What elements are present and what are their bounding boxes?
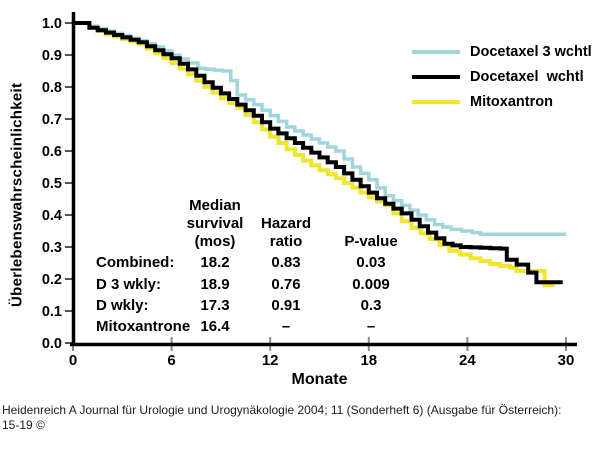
cell-p: 0.009: [352, 276, 390, 293]
cell-median: 16.4: [200, 318, 230, 335]
cell-p: –: [366, 318, 376, 335]
cell-median: 18.2: [200, 254, 230, 271]
y-axis-label: Überlebenswahrscheinlichkeit: [8, 82, 26, 308]
kaplan-meier-plot: 0.0 0.1 0.2 0.3 0.4 0.5 0.6 0.7 0.8 0.9 1.0 0 6 12 18 2…: [42, 12, 577, 369]
y-tick-label: 1.0: [42, 16, 62, 32]
row-label-mitoxantrone: Mitoxantrone: [96, 318, 191, 335]
cell-median: 18.9: [200, 276, 230, 293]
series-line-docetaxel-wchtl: [73, 21, 563, 285]
cell-hazard: 0.91: [271, 297, 301, 314]
cell-p: 0.3: [360, 297, 382, 314]
row-label-combined: Combined:: [96, 254, 175, 271]
cell-hazard: 0.83: [271, 254, 301, 271]
legend-item-docetaxel-wchtl: Docetaxel wchtl: [412, 68, 584, 86]
legend-line-black-icon: [412, 75, 460, 79]
legend-label: Docetaxel 3 wchtl: [470, 44, 592, 60]
y-tick-label: 0.7: [42, 112, 62, 128]
cell-median: 17.3: [200, 297, 230, 314]
y-tick-label: 0.5: [42, 176, 62, 192]
legend-line-cyan-icon: [412, 50, 460, 54]
legend-item-mitoxantron: Mitoxantron: [412, 93, 553, 111]
table-header-hazard-ratio: Hazard ratio: [260, 215, 312, 250]
y-tick-label: 0.1: [42, 304, 62, 320]
legend-label: Docetaxel wchtl: [470, 69, 584, 85]
legend-label: Mitoxantron: [470, 94, 553, 110]
citation-text: Heidenreich A Journal für Urologie und U…: [2, 403, 562, 432]
x-tick-label: 30: [558, 352, 575, 369]
y-tick-label: 0.3: [42, 240, 62, 256]
cell-hazard: –: [281, 318, 291, 335]
legend-line-yellow-icon: [412, 100, 460, 104]
y-tick-label: 0.2: [42, 272, 62, 288]
cell-hazard: 0.76: [271, 276, 301, 293]
y-tick-label: 0.8: [42, 80, 62, 96]
x-tick-label: 18: [360, 352, 377, 369]
y-tick-label: 0.0: [42, 336, 62, 352]
legend-item-docetaxel-3wchtl: Docetaxel 3 wchtl: [412, 43, 592, 61]
table-header-p-value: P-value: [344, 233, 398, 250]
table-header-median-survival: Median survival (mos): [186, 197, 244, 250]
x-tick-label: 0: [69, 352, 77, 369]
y-tick-label: 0.4: [42, 208, 62, 224]
x-tick-label: 12: [262, 352, 279, 369]
x-tick-label: 24: [459, 352, 476, 369]
y-tick-label: 0.9: [42, 48, 62, 64]
y-tick-label: 0.6: [42, 144, 62, 160]
row-label-d3wkly: D 3 wkly:: [96, 276, 162, 293]
cell-p: 0.03: [356, 254, 386, 271]
row-label-dwkly: D wkly:: [96, 297, 149, 314]
x-axis-label: Monate: [291, 371, 348, 388]
x-tick-label: 6: [167, 352, 175, 369]
